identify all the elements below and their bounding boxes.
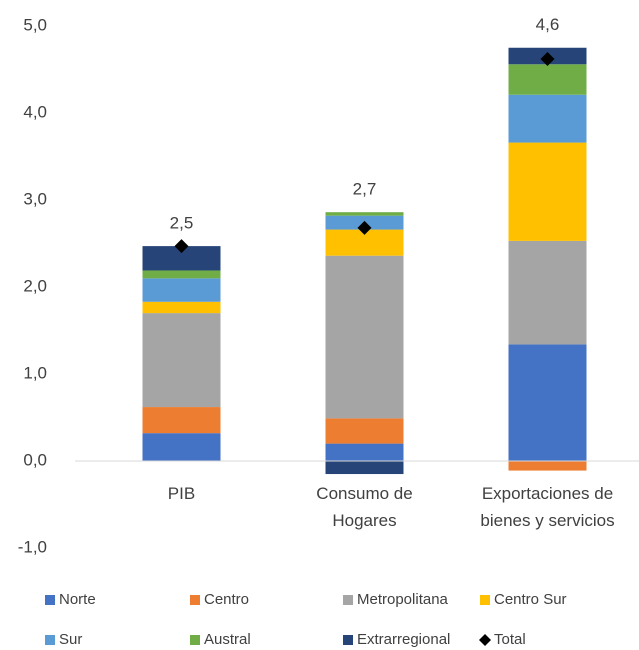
legend-marker <box>45 635 55 645</box>
legend-label: Austral <box>204 631 251 648</box>
y-tick-label: 5,0 <box>23 15 47 34</box>
total-marker <box>357 220 372 235</box>
legend-label: Sur <box>59 631 82 648</box>
legend-marker <box>479 634 491 646</box>
legend-marker <box>190 595 200 605</box>
total-marker <box>540 52 555 67</box>
total-marker <box>174 239 189 254</box>
bar-segment <box>142 407 221 434</box>
bar-segment <box>508 240 587 345</box>
bar-segment <box>142 301 221 314</box>
bar-segment <box>142 433 221 461</box>
legend-label: Total <box>494 631 526 648</box>
value-label: 4,6 <box>536 15 560 34</box>
bar-segment <box>142 313 221 408</box>
y-tick-label: 2,0 <box>23 276 47 295</box>
bar-segment <box>142 270 221 279</box>
x-tick-label: Exportaciones de bienes y servicios <box>480 484 614 530</box>
bar-segment <box>508 94 587 143</box>
x-tick-label: Consumo de Hogares <box>316 484 412 530</box>
legend-marker <box>343 595 353 605</box>
legend-label: Extrarregional <box>357 631 450 648</box>
bar-segment <box>508 142 587 241</box>
bar-segment <box>508 461 587 471</box>
legend-marker <box>343 635 353 645</box>
bar-segment <box>325 443 404 461</box>
legend-label: Norte <box>59 591 96 608</box>
bar-segment <box>325 418 404 444</box>
y-tick-label: -1,0 <box>18 537 47 556</box>
value-label: 2,5 <box>170 214 194 233</box>
bar-segment <box>508 344 587 461</box>
legend-marker <box>190 635 200 645</box>
x-tick-label: PIB <box>168 484 195 503</box>
legend-label: Centro Sur <box>494 591 567 608</box>
bar-segment <box>508 64 587 95</box>
value-label: 2,7 <box>353 180 377 199</box>
legend-label: Metropolitana <box>357 591 449 608</box>
legend-label: Centro <box>204 591 249 608</box>
bar-segment <box>325 461 404 475</box>
y-tick-label: 4,0 <box>23 102 47 121</box>
y-tick-label: 1,0 <box>23 363 47 382</box>
legend-marker <box>45 595 55 605</box>
bar-segment <box>142 278 221 302</box>
bar-segment <box>325 255 404 419</box>
y-tick-label: 0,0 <box>23 450 47 469</box>
legend-marker <box>480 595 490 605</box>
bar-segment <box>325 212 404 216</box>
y-tick-label: 3,0 <box>23 189 47 208</box>
